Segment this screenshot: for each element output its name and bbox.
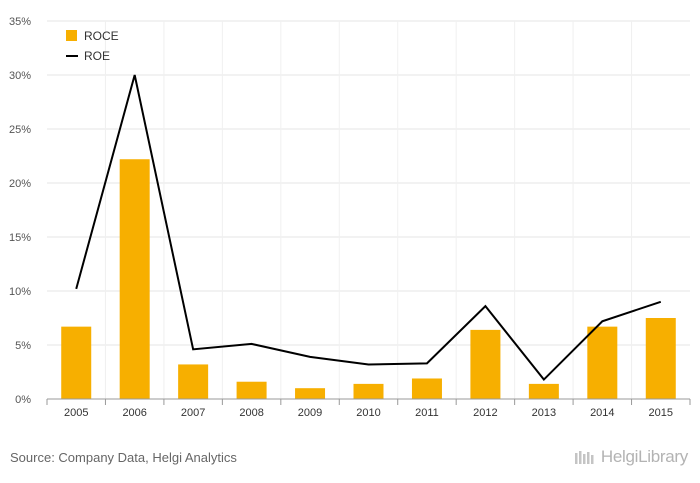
y-axis: 0% 5% 10% 15% 20% 25% 30% 35% — [9, 16, 31, 406]
bar-series — [61, 159, 676, 399]
bar-roce — [119, 159, 150, 399]
x-tick-label: 2012 — [473, 407, 497, 419]
bar-roce — [178, 364, 209, 399]
line-series — [75, 74, 662, 382]
logo-text: HelgiLibrary — [600, 447, 688, 466]
library-logo-icon — [574, 451, 594, 464]
source-note: Source: Company Data, Helgi Analytics — [10, 450, 237, 465]
legend-label-roce: ROCE — [84, 29, 119, 43]
y-tick-label: 15% — [9, 232, 31, 244]
chart: 0%5%10%15%20%25%30%35% 2005 2006 2007 2008 2… — [9, 16, 691, 419]
y-tick-label: 25% — [9, 124, 31, 136]
x-tick-label: 2010 — [356, 407, 380, 419]
x-tick-label: 2009 — [298, 407, 322, 419]
x-tick-label: 2006 — [122, 407, 146, 419]
legend: ROCE ROE — [66, 29, 119, 63]
y-tick-label: 5% — [15, 340, 31, 352]
x-tick-label: 2008 — [239, 407, 263, 419]
brand-logo: HelgiLibrary — [574, 447, 688, 467]
x-tick-label: 2013 — [532, 407, 556, 419]
legend-label-roe: ROE — [84, 49, 110, 63]
bar-roce — [353, 383, 384, 399]
bar-roce — [645, 318, 676, 399]
bar-roce — [295, 388, 326, 399]
x-tick-label: 2015 — [649, 407, 673, 419]
y-tick-label: 30% — [9, 70, 31, 82]
bar-roce — [470, 329, 501, 399]
bar-roce — [236, 381, 267, 399]
y-tick-label: 10% — [9, 286, 31, 298]
y-tick-label: 20% — [9, 178, 31, 190]
bar-roce — [528, 383, 559, 399]
bar-roce — [587, 326, 618, 399]
y-tick-label: 35% — [9, 16, 31, 28]
y-tick-label: 0% — [15, 394, 31, 406]
x-tick-label: 2005 — [64, 407, 88, 419]
x-axis: 2005 2006 2007 2008 2009 2010 2011 2012 2013 2014… — [46, 398, 691, 419]
x-tick-label: 2007 — [181, 407, 205, 419]
x-tick-label: 2011 — [415, 407, 439, 419]
bar-roce — [411, 378, 442, 399]
x-tick-label: 2014 — [590, 407, 614, 419]
bar-roce — [61, 326, 92, 399]
legend-swatch-roce — [66, 30, 77, 41]
